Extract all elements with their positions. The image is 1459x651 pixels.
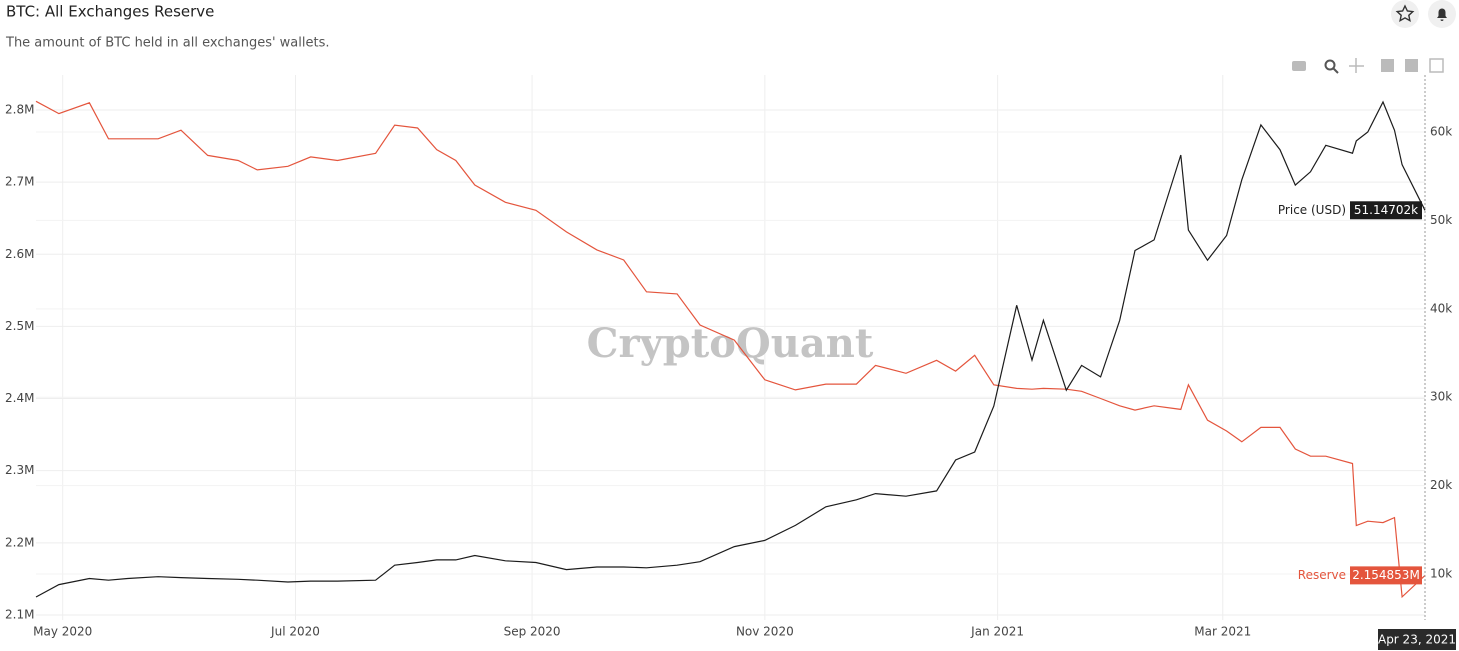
toolbar[interactable]	[1292, 58, 1444, 74]
y-tick-label: 2.7M	[5, 175, 34, 189]
camera-icon[interactable]	[1292, 61, 1306, 71]
chart-title: BTC: All Exchanges Reserve	[6, 3, 214, 21]
star-icon	[1395, 4, 1415, 22]
header-buttons[interactable]	[1391, 0, 1456, 28]
series-line	[35, 100, 1426, 599]
end-value-label: 2.154853M	[1352, 568, 1420, 582]
zoom-icon[interactable]	[1324, 59, 1336, 71]
x-tick-label: Sep 2020	[504, 625, 561, 639]
star-button[interactable]	[1391, 0, 1419, 28]
y-tick-label: 2.1M	[5, 607, 34, 621]
y-tick-label: 2.2M	[5, 535, 34, 549]
watermark: CryptoQuant	[587, 320, 874, 367]
x-tick-label: Mar 2021	[1194, 625, 1251, 639]
y2-tick-label: 50k	[1430, 213, 1452, 227]
zoom-handle	[1332, 67, 1339, 74]
series-name-label: Price (USD)	[1278, 203, 1346, 217]
zoom-in-icon[interactable]	[1381, 59, 1394, 72]
series-line	[35, 100, 1426, 598]
bell-icon	[1437, 8, 1447, 21]
y2-tick-label: 60k	[1430, 125, 1452, 139]
crosshair-date-box	[1378, 629, 1456, 650]
series-name-label: Reserve	[1298, 568, 1346, 582]
x-tick-label: Jul 2020	[270, 625, 320, 639]
reset-icon[interactable]	[1429, 58, 1444, 73]
y2-tick-label: 30k	[1430, 390, 1452, 404]
pan-icon[interactable]	[1349, 58, 1364, 73]
y-tick-label: 2.3M	[5, 463, 34, 477]
y2-tick-label: 40k	[1430, 301, 1452, 315]
y-tick-label: 2.6M	[5, 247, 34, 261]
end-label-box	[1350, 566, 1422, 585]
y2-tick-label: 10k	[1430, 567, 1452, 581]
end-value-label: 51.14702k	[1354, 203, 1418, 217]
crosshair-date: Apr 23, 2021	[1378, 633, 1456, 647]
x-tick-label: May 2020	[33, 625, 92, 639]
x-tick-label: Nov 2020	[736, 625, 794, 639]
y2-tick-label: 20k	[1430, 478, 1452, 492]
end-label-box	[1350, 201, 1422, 220]
y-tick-label: 2.5M	[5, 319, 34, 333]
chart-subtitle: The amount of BTC held in all exchanges'…	[5, 36, 330, 51]
y-tick-label: 2.4M	[5, 391, 34, 405]
x-tick-label: Jan 2021	[970, 625, 1024, 639]
y-tick-label: 2.8M	[5, 102, 34, 116]
zoom-out-icon[interactable]	[1405, 59, 1418, 72]
